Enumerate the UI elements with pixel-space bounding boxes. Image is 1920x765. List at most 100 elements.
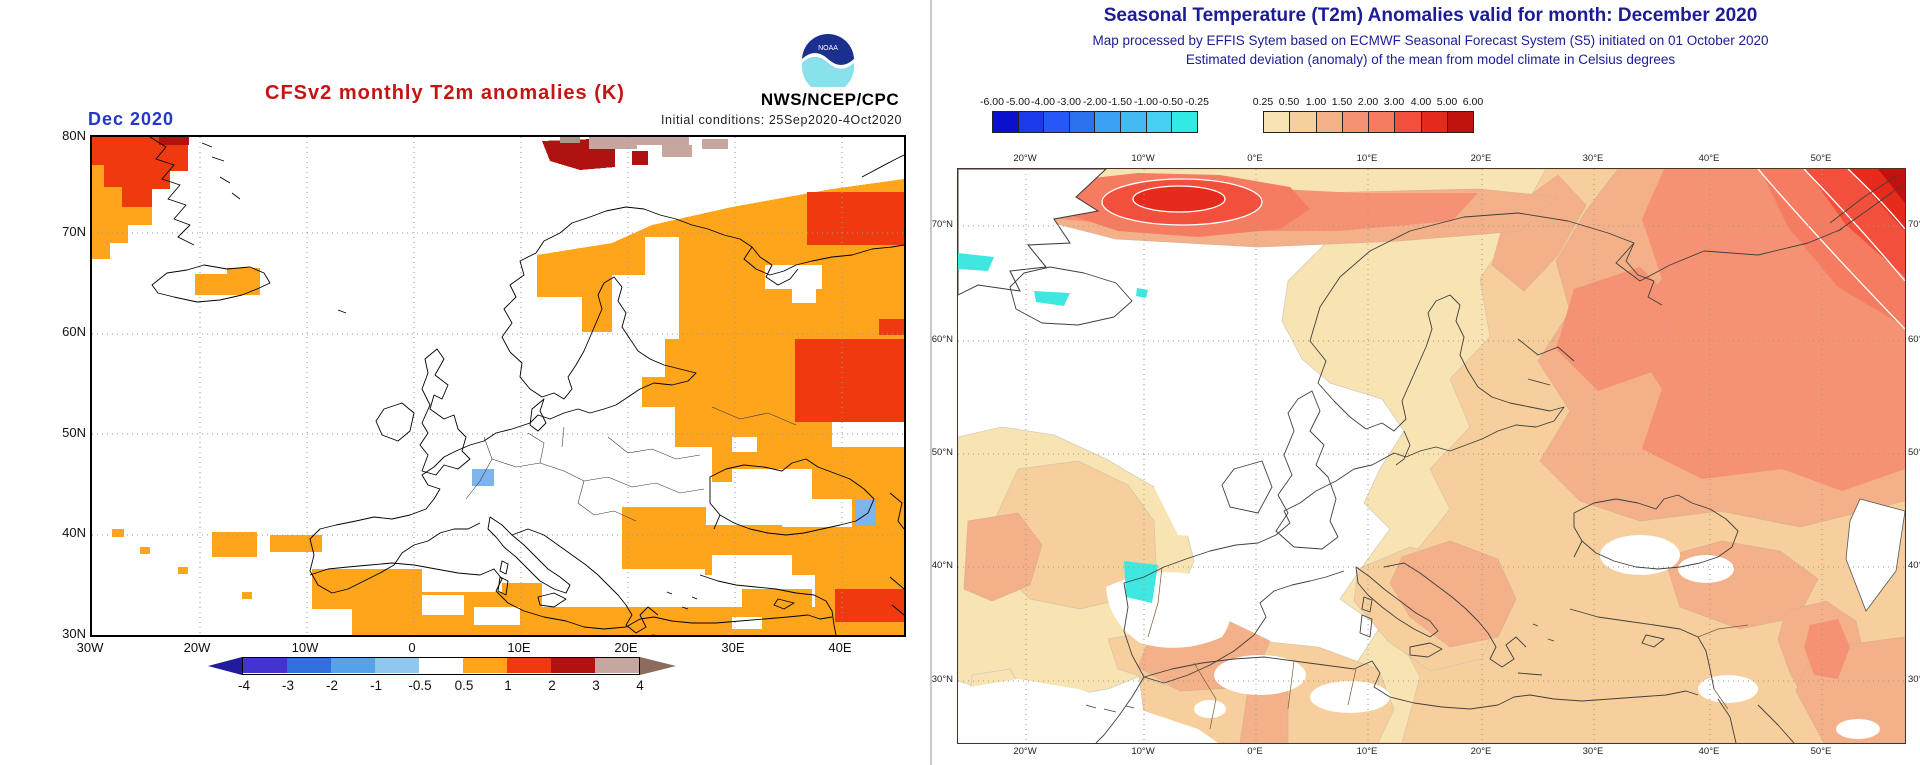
colorbar-tick: -3 (281, 678, 294, 693)
agency-label: NWS/NCEP/CPC (760, 90, 900, 109)
left-lon-label: 20E (614, 640, 638, 655)
left-colorbar (208, 657, 676, 675)
pos-scale-tick: 4.00 (1410, 96, 1432, 108)
pos-scale-tick: 1.50 (1331, 96, 1353, 108)
right-lon-label-top: 20°E (1470, 153, 1492, 164)
right-lon-label-top: 10°W (1131, 153, 1155, 164)
scale-cell (1290, 112, 1317, 132)
initial-conditions-label: Initial conditions: 25Sep2020-4Oct2020 (660, 113, 902, 127)
right-lon-label-top: 50°E (1810, 153, 1832, 164)
colorbar-tick: -4 (237, 678, 250, 693)
pos-scale-tick: 0.50 (1278, 96, 1300, 108)
scale-cell (993, 112, 1019, 132)
neg-scale-tick: -1.50 (1108, 96, 1132, 108)
right-lat-label-west: 40°N (931, 560, 953, 571)
right-lon-label-top: 10°E (1356, 153, 1378, 164)
scale-cell (1172, 112, 1197, 132)
pos-scale-tick: 2.00 (1357, 96, 1379, 108)
scale-cell (1018, 112, 1045, 132)
scale-cell (1448, 112, 1474, 132)
left-lon-label: 30W (76, 640, 104, 655)
colorbar-cell (551, 658, 595, 673)
left-map-graticule (92, 137, 904, 635)
right-lon-label-top: 0°E (1247, 153, 1263, 164)
right-lat-label-west: 60°N (931, 334, 953, 345)
right-lon-label-bottom: 0°E (1247, 746, 1263, 757)
scale-cell (1342, 112, 1370, 132)
right-lat-label-east: 40°N (1908, 560, 1920, 571)
neg-scale-tick: -4.00 (1031, 96, 1055, 108)
right-map-canvas (957, 168, 1906, 744)
positive-colorbar (1263, 111, 1475, 133)
right-lon-label-top: 20°W (1013, 153, 1037, 164)
right-lon-label-bottom: 30°E (1582, 746, 1604, 757)
neg-scale-tick: -6.00 (980, 96, 1004, 108)
scale-cell (1369, 112, 1396, 132)
left-lat-label: 30N (62, 626, 86, 641)
right-lat-label-east: 70°N (1908, 219, 1920, 230)
colorbar-left-arrow (208, 657, 242, 675)
right-map-subtitle-1: Map processed by EFFIS Sytem based on EC… (1092, 33, 1769, 48)
date-label: Dec 2020 (88, 109, 175, 129)
negative-colorbar (992, 111, 1198, 133)
scale-cell (1146, 112, 1173, 132)
right-lon-label-bottom: 50°E (1810, 746, 1832, 757)
pos-scale-tick: 1.00 (1305, 96, 1327, 108)
scale-cell (1264, 112, 1291, 132)
left-lon-label: 0 (408, 640, 416, 655)
colorbar-cell (595, 658, 639, 673)
noaa-logo: NOAA (802, 34, 854, 87)
cold-anomaly-spots (958, 253, 1158, 603)
noaa-logo-text: NOAA (818, 45, 838, 52)
right-lon-label-bottom: 10°W (1131, 746, 1155, 757)
colorbar-cell (375, 658, 419, 673)
left-lon-label: 30E (721, 640, 745, 655)
pos-scale-tick: 6.00 (1462, 96, 1484, 108)
right-lat-label-east: 50°N (1908, 447, 1920, 458)
pos-scale-tick: 0.25 (1252, 96, 1274, 108)
left-lat-label: 40N (62, 525, 86, 540)
colorbar-cell (419, 658, 463, 673)
colorbar-cell (243, 658, 287, 673)
right-lat-label-west: 50°N (931, 447, 953, 458)
neg-scale-tick: -5.00 (1006, 96, 1030, 108)
colorbar-tick: 1 (504, 678, 512, 693)
left-map-frame (90, 135, 906, 638)
colorbar-tick: 0.5 (454, 678, 474, 693)
left-lon-label: 40E (828, 640, 852, 655)
scale-cell (1421, 112, 1449, 132)
scale-cell (1069, 112, 1096, 132)
right-lon-label-bottom: 20°W (1013, 746, 1037, 757)
right-map-title: Seasonal Temperature (T2m) Anomalies val… (1103, 5, 1758, 26)
right-lon-label-bottom: 40°E (1698, 746, 1720, 757)
colorbar-tick: -0.5 (408, 678, 432, 693)
right-map-coastlines (1009, 174, 1903, 744)
neg-scale-tick: -0.25 (1185, 96, 1209, 108)
right-map-subtitle-2: Estimated deviation (anomaly) of the mea… (1185, 52, 1676, 67)
scale-cell (1120, 112, 1147, 132)
panel-divider (930, 0, 932, 765)
left-lon-label: 20W (183, 640, 211, 655)
right-map-borders (1147, 566, 1749, 730)
left-lat-label: 60N (62, 324, 86, 339)
left-lon-label: 10W (291, 640, 319, 655)
left-map-borders (465, 406, 797, 522)
scale-cell (1395, 112, 1422, 132)
colorbar-tick: 4 (636, 678, 644, 693)
right-lon-label-top: 30°E (1582, 153, 1604, 164)
right-lon-label-bottom: 20°E (1470, 746, 1492, 757)
left-lat-label: 80N (62, 128, 86, 143)
neg-scale-tick: -3.00 (1057, 96, 1081, 108)
colorbar-tick: 2 (548, 678, 556, 693)
neg-scale-tick: -2.00 (1083, 96, 1107, 108)
right-map-frame (957, 168, 1906, 744)
right-lat-label-east: 30°N (1908, 674, 1920, 685)
colorbar-cell (331, 658, 375, 673)
pos-scale-tick: 5.00 (1436, 96, 1458, 108)
colorbar-cell (463, 658, 507, 673)
colorbar-tick: -2 (325, 678, 338, 693)
neg-scale-tick: -1.00 (1134, 96, 1158, 108)
right-lat-label-east: 60°N (1908, 334, 1920, 345)
colorbar-tick: 3 (592, 678, 600, 693)
